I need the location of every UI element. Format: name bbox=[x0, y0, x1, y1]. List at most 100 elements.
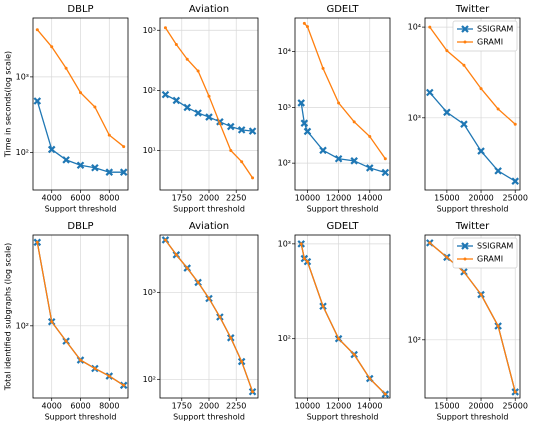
marker bbox=[368, 135, 372, 139]
x-tick-label: 20000 bbox=[468, 402, 493, 411]
panel: 10² 10³ 1750 2000 2250 Aviation Support thresh… bbox=[143, 221, 259, 422]
x-axis-label: Support threshold bbox=[45, 413, 117, 422]
marker bbox=[368, 377, 372, 381]
panel-title: DBLP bbox=[67, 4, 93, 15]
marker bbox=[207, 296, 211, 300]
legend-label: GRAMI bbox=[477, 38, 503, 47]
x-tick-label: 15000 bbox=[434, 402, 459, 411]
marker bbox=[513, 122, 517, 126]
y-tick-label: 10³ bbox=[278, 239, 291, 248]
panel-title: Aviation bbox=[189, 221, 229, 232]
x-tick-label: 1750 bbox=[172, 194, 192, 203]
series-line bbox=[300, 243, 386, 395]
marker bbox=[35, 28, 39, 32]
marker bbox=[299, 242, 303, 246]
legend-marker bbox=[461, 242, 469, 250]
marker bbox=[91, 163, 99, 172]
marker bbox=[227, 122, 235, 131]
y-tick-label: 10³ bbox=[143, 26, 156, 35]
marker bbox=[383, 392, 387, 396]
y-tick-label: 10³ bbox=[408, 113, 421, 122]
x-tick-label: 4000 bbox=[42, 402, 62, 411]
marker bbox=[302, 21, 306, 25]
y-tick-label: 10² bbox=[143, 86, 156, 95]
x-tick-label: 6000 bbox=[70, 402, 90, 411]
marker bbox=[462, 63, 466, 67]
marker bbox=[321, 66, 325, 70]
series-line bbox=[300, 243, 386, 395]
y-tick-label: 10⁴ bbox=[278, 47, 291, 56]
marker bbox=[207, 94, 211, 98]
marker bbox=[352, 353, 356, 357]
marker bbox=[319, 146, 327, 155]
panel: 10² 10³ 10⁴ 10000 12000 14000 GDELT Support thr… bbox=[278, 4, 391, 214]
marker bbox=[185, 266, 189, 270]
marker bbox=[218, 122, 222, 126]
marker bbox=[64, 339, 68, 343]
x-axis-label: Support threshold bbox=[45, 205, 117, 214]
x-tick-label: 8000 bbox=[99, 194, 119, 203]
y-axis-label: Time in seconds(log scale) bbox=[4, 51, 13, 158]
series-line bbox=[429, 92, 516, 182]
marker bbox=[477, 147, 485, 155]
panel: 10² 4000 6000 8000 DBLP Support threshold Tota… bbox=[4, 221, 129, 422]
marker bbox=[107, 133, 111, 137]
series-line bbox=[300, 102, 386, 174]
marker bbox=[462, 270, 466, 274]
y-tick-label: 10¹ bbox=[143, 146, 156, 155]
marker bbox=[183, 103, 191, 112]
legend-marker bbox=[463, 257, 467, 261]
plot-frame bbox=[294, 234, 391, 399]
plot-frame bbox=[32, 17, 129, 191]
x-axis-label: Support threshold bbox=[307, 205, 379, 214]
x-tick-label: 2250 bbox=[226, 194, 246, 203]
marker bbox=[381, 168, 390, 177]
marker bbox=[337, 337, 341, 341]
series-line bbox=[429, 242, 516, 393]
x-tick-label: 15000 bbox=[434, 194, 459, 203]
marker bbox=[218, 315, 222, 319]
x-tick-label: 8000 bbox=[99, 402, 119, 411]
plot-frame bbox=[32, 234, 129, 399]
marker bbox=[62, 156, 70, 164]
x-tick-label: 4000 bbox=[42, 194, 62, 203]
x-axis-label: Support threshold bbox=[437, 205, 509, 214]
marker bbox=[248, 127, 257, 135]
marker bbox=[105, 168, 114, 176]
legend-marker bbox=[461, 25, 469, 33]
marker bbox=[321, 304, 325, 308]
legend-label: SSIGRAM bbox=[477, 25, 513, 34]
legend-label: SSIGRAM bbox=[477, 242, 513, 251]
marker bbox=[426, 88, 434, 97]
panel-title: DBLP bbox=[67, 221, 93, 232]
marker bbox=[513, 390, 517, 394]
marker bbox=[460, 120, 468, 128]
x-tick-label: 1750 bbox=[172, 402, 192, 411]
x-axis-label: Support threshold bbox=[173, 413, 245, 422]
x-axis-label: Support threshold bbox=[173, 205, 245, 214]
marker bbox=[479, 293, 483, 297]
y-tick-label: 10³ bbox=[16, 72, 29, 81]
marker bbox=[47, 145, 56, 154]
y-tick-label: 10² bbox=[278, 159, 291, 168]
marker bbox=[122, 145, 126, 149]
marker bbox=[303, 127, 312, 136]
marker bbox=[119, 168, 128, 176]
panel-title: Twitter bbox=[455, 4, 490, 15]
marker bbox=[33, 97, 42, 105]
marker bbox=[445, 255, 449, 259]
marker bbox=[302, 257, 306, 261]
panel: 10² 15000 20000 25000 Twitter Support thresho… bbox=[408, 221, 528, 422]
marker bbox=[76, 161, 85, 170]
x-tick-label: 14000 bbox=[357, 194, 382, 203]
series-line bbox=[429, 26, 516, 125]
legend-marker bbox=[463, 40, 467, 44]
plot-frame bbox=[159, 234, 259, 399]
marker bbox=[185, 57, 189, 61]
marker bbox=[365, 164, 374, 172]
panel: 10³ 10⁴ 15000 20000 25000 Twitter Support thre… bbox=[408, 4, 528, 214]
y-tick-label: 10³ bbox=[143, 288, 156, 297]
marker bbox=[352, 120, 356, 124]
y-tick-label: 10² bbox=[408, 335, 421, 344]
